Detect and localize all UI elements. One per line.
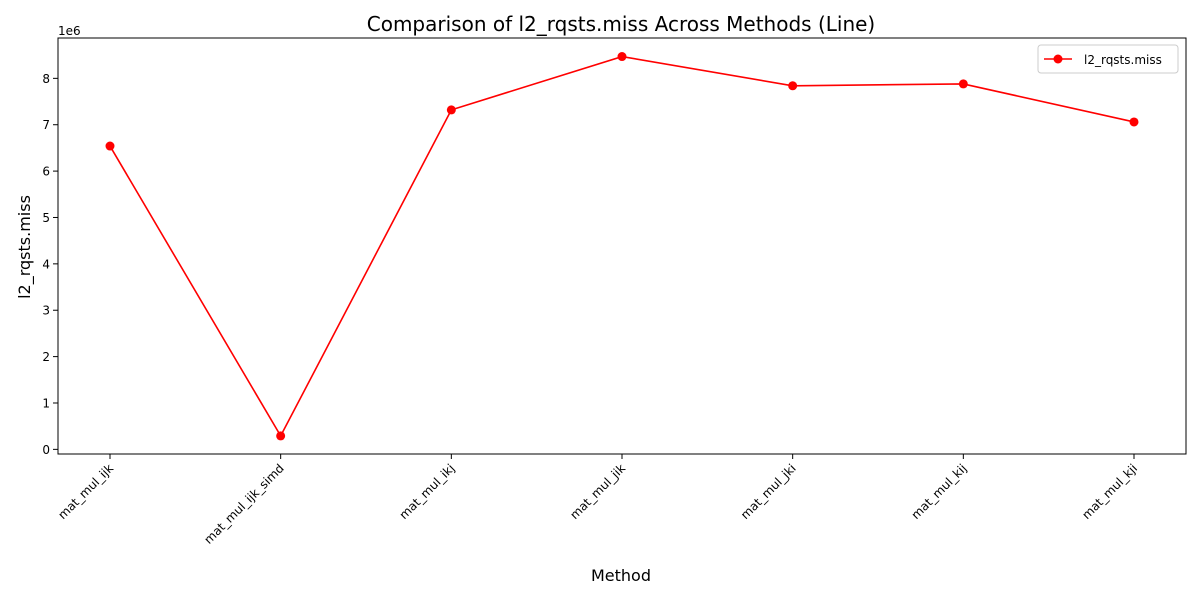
legend-label: l2_rqsts.miss bbox=[1084, 53, 1162, 67]
y-tick-label: 5 bbox=[42, 211, 50, 225]
y-tick-label: 1 bbox=[42, 396, 50, 410]
data-point bbox=[446, 105, 456, 115]
y-tick-label: 4 bbox=[42, 257, 50, 271]
y-axis-label: l2_rqsts.miss bbox=[15, 195, 35, 299]
y-tick-label: 0 bbox=[42, 443, 50, 457]
data-point bbox=[617, 52, 627, 62]
x-tick-label: mat_mul_kij bbox=[909, 461, 970, 522]
y-axis-ticks: 0 1 2 3 4 5 6 7 8 bbox=[42, 72, 58, 457]
data-point bbox=[105, 141, 115, 151]
y-tick-label: 3 bbox=[42, 304, 50, 318]
y-tick-label: 8 bbox=[42, 72, 50, 86]
x-tick-label: mat_mul_jki bbox=[738, 461, 799, 522]
x-axis-label: Method bbox=[591, 566, 651, 585]
x-tick-label: mat_mul_kji bbox=[1079, 461, 1140, 522]
plot-frame bbox=[57, 37, 1187, 455]
legend: l2_rqsts.miss bbox=[1037, 44, 1179, 74]
series-layer bbox=[105, 52, 1139, 441]
x-axis-ticks: mat_mul_ijk mat_mul_ijk_simd mat_mul_ikj ma… bbox=[55, 454, 1140, 547]
data-point bbox=[788, 81, 798, 91]
x-tick-label: mat_mul_ikj bbox=[397, 461, 458, 522]
y-tick-label: 2 bbox=[42, 350, 50, 364]
data-point bbox=[1129, 117, 1139, 127]
y-tick-label: 7 bbox=[42, 118, 50, 132]
y-offset-label: 1e6 bbox=[58, 24, 81, 38]
legend-marker-swatch bbox=[1053, 54, 1063, 64]
data-point bbox=[276, 431, 286, 441]
x-tick-label: mat_mul_jik bbox=[567, 461, 628, 522]
x-tick-label: mat_mul_ijk_simd bbox=[201, 461, 286, 546]
data-point bbox=[958, 79, 968, 89]
series-line bbox=[109, 55, 1135, 438]
x-tick-label: mat_mul_ijk bbox=[55, 461, 116, 522]
y-tick-label: 6 bbox=[42, 165, 50, 179]
chart-title: Comparison of l2_rqsts.miss Across Metho… bbox=[367, 12, 875, 36]
legend-box bbox=[1037, 44, 1179, 74]
